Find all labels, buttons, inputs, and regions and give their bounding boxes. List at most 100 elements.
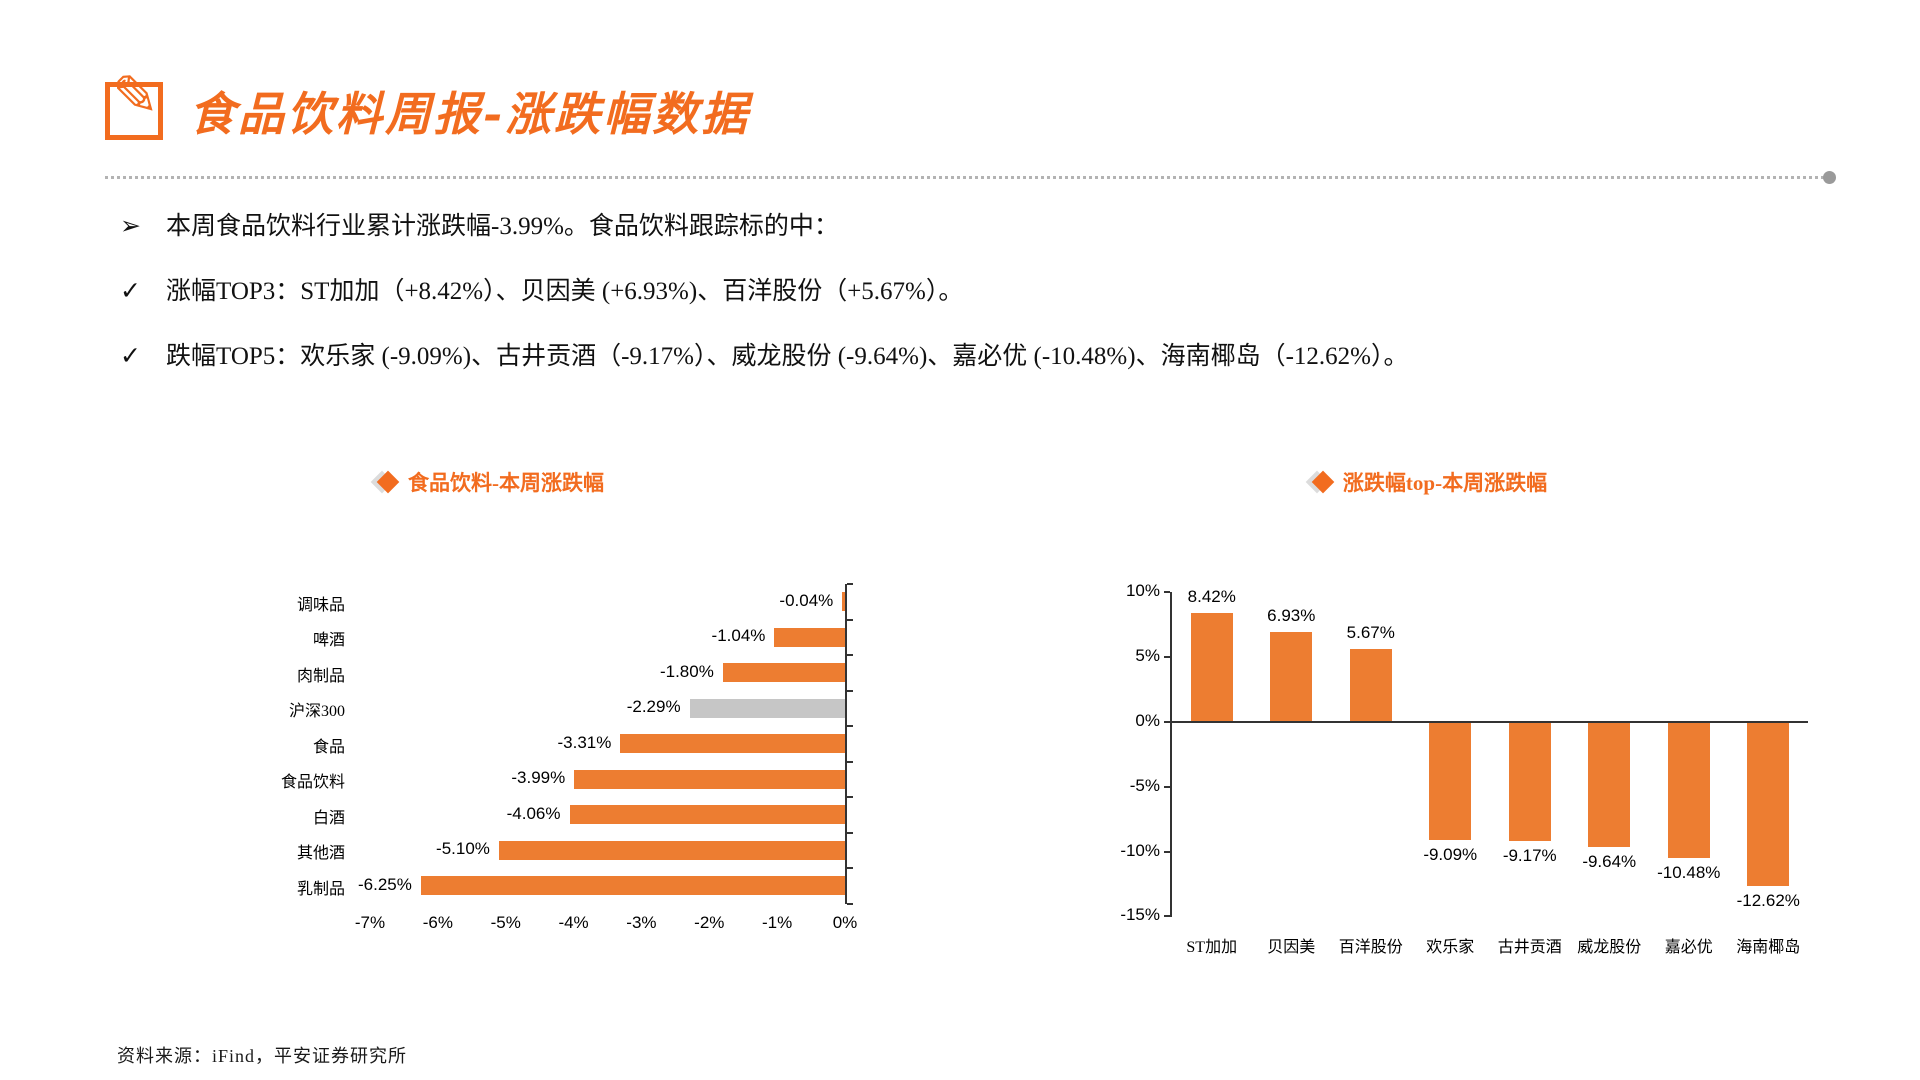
- value-label: -9.09%: [1423, 844, 1478, 864]
- bar: [1429, 722, 1472, 840]
- bar: [1349, 648, 1392, 722]
- divider-end-dot-icon: [1823, 171, 1836, 184]
- bullet-text: 跌幅TOP5：欢乐家 (-9.09%)、古井贡酒（-9.17%）、威龙股份 (-…: [166, 343, 1409, 370]
- axis-line: [1170, 592, 1172, 917]
- category-label: 其他酒: [296, 845, 345, 863]
- x-tick-label: -6%: [422, 913, 453, 932]
- tick-mark: [847, 618, 853, 621]
- y-tick-label: -15%: [1120, 905, 1160, 925]
- x-tick-label: -5%: [490, 913, 521, 932]
- check-bullet-icon: ✓: [120, 343, 141, 370]
- category-label: 海南椰岛: [1736, 939, 1801, 956]
- pencil-glyph-icon: ✎: [112, 64, 159, 129]
- bar: [689, 698, 845, 718]
- x-tick-label: -1%: [762, 913, 793, 932]
- zero-line: [1172, 721, 1808, 723]
- value-label: -1.80%: [659, 661, 714, 681]
- bullet-item: ✓ 涨幅TOP3：ST加加（+8.42%）、贝因美 (+6.93%)、百洋股份（+…: [120, 275, 1810, 308]
- bar: [774, 627, 845, 647]
- category-label: 欢乐家: [1426, 939, 1475, 956]
- category-label: 贝因美: [1267, 939, 1316, 956]
- arrow-bullet-icon: ➢: [120, 213, 141, 240]
- bar: [1190, 612, 1233, 722]
- left-chart-title: 食品饮料-本周涨跌幅: [408, 471, 604, 495]
- tick-mark: [847, 867, 853, 869]
- category-label: 调味品: [296, 596, 345, 614]
- category-label: 沪深300: [288, 703, 345, 721]
- tick-mark: [847, 689, 853, 692]
- y-tick-label: -5%: [1129, 775, 1160, 795]
- bullet-list: ➢ 本周食品饮料行业累计涨跌幅-3.99%。食品饮料跟踪标的中： ✓ 涨幅TOP3：S…: [120, 210, 1810, 405]
- left-chart-header: 食品饮料-本周涨跌幅: [104, 467, 874, 497]
- value-label: 5.67%: [1346, 622, 1395, 642]
- bar: [1667, 722, 1710, 858]
- bar: [1747, 722, 1790, 886]
- value-label: -9.64%: [1582, 851, 1637, 871]
- x-tick-label: -2%: [694, 913, 725, 932]
- bar: [722, 663, 845, 683]
- value-label: -10.48%: [1657, 862, 1721, 882]
- bullet-item: ➢ 本周食品饮料行业累计涨跌幅-3.99%。食品饮料跟踪标的中：: [120, 210, 1810, 243]
- bar: [842, 592, 845, 612]
- value-label: -2.29%: [626, 697, 681, 717]
- bar: [620, 734, 845, 754]
- page-title: 食品饮料周报-涨跌幅数据: [189, 87, 751, 141]
- value-label: -6.25%: [358, 874, 412, 894]
- category-label: ST加加: [1186, 939, 1238, 956]
- value-label: 6.93%: [1267, 606, 1316, 626]
- bullet-item: ✓ 跌幅TOP5：欢乐家 (-9.09%)、古井贡酒（-9.17%）、威龙股份 (…: [120, 340, 1810, 373]
- tick-mark: [1164, 656, 1170, 659]
- category-label: 食品饮料: [280, 774, 345, 792]
- category-label: 肉制品: [296, 667, 345, 685]
- bar: [569, 805, 845, 825]
- tick-mark: [1164, 915, 1170, 918]
- bullet-text: 涨幅TOP3：ST加加（+8.42%）、贝因美 (+6.93%)、百洋股份（+5…: [166, 278, 964, 305]
- value-label: -0.04%: [779, 590, 834, 610]
- bar: [574, 769, 845, 789]
- right-chart-header: 涨跌幅top-本周涨跌幅: [1028, 467, 1828, 497]
- right-chart: 涨跌幅top-本周涨跌幅 8.42% ST加加 6.93% 贝因美 5.67% 百洋股份 -…: [1090, 455, 1890, 980]
- tick-mark: [1164, 785, 1170, 788]
- source-note: 资料来源：iFind，平安证券研究所: [117, 1046, 408, 1066]
- tick-mark: [847, 654, 853, 656]
- category-label: 威龙股份: [1577, 939, 1642, 956]
- category-label: 食品: [312, 738, 345, 756]
- bar: [498, 840, 845, 860]
- x-tick-label: -3%: [626, 913, 657, 932]
- value-label: -12.62%: [1736, 890, 1800, 910]
- tick-mark: [847, 760, 853, 763]
- y-tick-label: -10%: [1120, 840, 1160, 860]
- y-tick-label: 0%: [1135, 711, 1160, 730]
- bar: [1508, 722, 1551, 841]
- x-tick-label: 0%: [832, 913, 858, 932]
- bar: [1270, 632, 1313, 722]
- bar: [420, 876, 845, 896]
- tick-mark: [847, 796, 853, 798]
- check-bullet-icon: ✓: [120, 278, 141, 305]
- tick-mark: [1164, 850, 1170, 853]
- category-label: 乳制品: [296, 880, 345, 898]
- category-label: 嘉必优: [1664, 939, 1713, 956]
- tick-mark: [847, 902, 853, 905]
- axis-line: [845, 584, 847, 904]
- category-label: 啤酒: [312, 632, 345, 650]
- left-chart-plot: 调味品 -0.04% 啤酒 -1.04% 肉制品 -1.80% 沪深300 -2.29% 食品 -…: [140, 455, 910, 980]
- left-chart: 食品饮料-本周涨跌幅 调味品 -0.04% 啤酒 -1.04% 肉制品 -1.80% 沪深3…: [140, 455, 910, 980]
- category-label: 白酒: [312, 809, 345, 827]
- right-chart-title: 涨跌幅top-本周涨跌幅: [1342, 471, 1548, 495]
- value-label: -9.17%: [1502, 845, 1557, 865]
- value-label: -1.04%: [711, 626, 766, 646]
- y-tick-label: 10%: [1125, 581, 1160, 601]
- pencil-edit-icon: ✎: [105, 69, 163, 140]
- x-tick-label: -7%: [354, 913, 386, 932]
- value-label: 8.42%: [1187, 586, 1236, 606]
- bar: [1588, 722, 1631, 847]
- tick-mark: [1164, 591, 1170, 594]
- page-header: ✎ 食品饮料周报-涨跌幅数据: [105, 69, 751, 144]
- value-label: -4.06%: [506, 803, 561, 823]
- right-chart-plot: 8.42% ST加加 6.93% 贝因美 5.67% 百洋股份 -9.09% 欢乐家 -9.17…: [1090, 455, 1890, 980]
- tick-mark: [1164, 721, 1170, 723]
- value-label: -3.99%: [511, 768, 566, 788]
- category-label: 古井贡酒: [1497, 939, 1562, 956]
